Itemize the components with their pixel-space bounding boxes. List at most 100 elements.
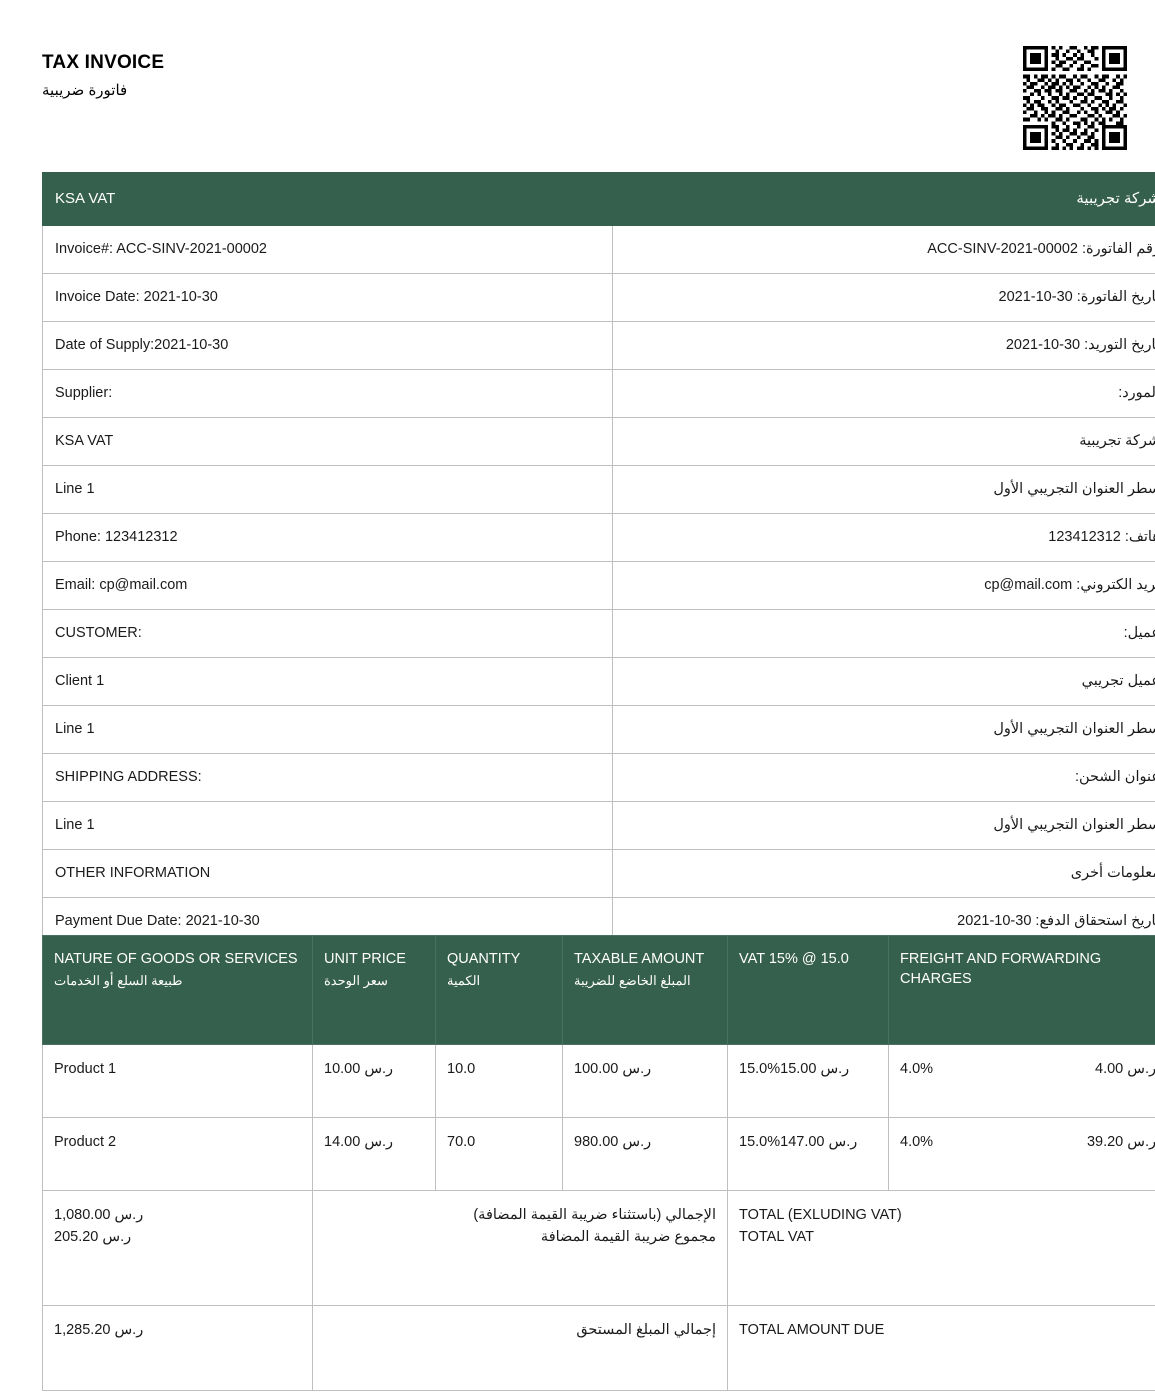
item-freight-amount: ر.س 4.00 [1095, 1061, 1155, 1077]
info-row-ar: سطر العنوان التجريبي الأول [612, 464, 1155, 514]
info-row-en: Phone: 123412312 [42, 512, 613, 562]
summary-amount-excl-vat: ر.س 1,080.00 [54, 1207, 144, 1223]
column-header-quantity-en: QUANTITY [447, 951, 521, 967]
item-quantity: 10.0 [435, 1044, 563, 1118]
item-vat: 15.0%ر.س 15.00 [727, 1044, 889, 1118]
column-header-taxable-amount-en: TAXABLE AMOUNT [574, 951, 705, 967]
info-row-en: Line 1 [42, 464, 613, 514]
table-row: Date of Supply:2021-10-30 تاريخ التوريد:… [42, 320, 1155, 370]
qr-code-icon [1023, 46, 1127, 150]
page-title: TAX INVOICE [42, 52, 165, 73]
column-header-nature: NATURE OF GOODS OR SERVICES طبيعة السلع … [42, 935, 313, 1045]
info-row-en: Date of Supply:2021-10-30 [42, 320, 613, 370]
page-title-arabic: فاتورة ضريبية [42, 81, 128, 99]
info-row-en: CUSTOMER: [42, 608, 613, 658]
summary-label-vat-en: TOTAL VAT [739, 1228, 814, 1245]
summary-row: ر.س 1,080.00 ر.س 205.20 الإجمالي (باستثن… [42, 1190, 1155, 1306]
info-header-row: KSA VAT شركة تجريبية [42, 172, 1155, 226]
column-header-freight: FREIGHT AND FORWARDING CHARGES [888, 935, 1155, 1045]
table-row: Invoice Date: 2021-10-30 تاريخ الفاتورة:… [42, 272, 1155, 322]
table-row: Line 1 سطر العنوان التجريبي الأول [42, 704, 1155, 754]
item-taxable-amount: ر.س 980.00 [562, 1117, 728, 1191]
summary-labels-en: TOTAL (EXLUDING VAT) TOTAL VAT [727, 1190, 1155, 1306]
item-freight-percent: 4.0% [900, 1134, 934, 1150]
info-row-ar: تاريخ التوريد: 30-10-2021 [612, 320, 1155, 370]
summary-labels-ar: الإجمالي (باستثناء ضريبة القيمة المضافة)… [312, 1190, 728, 1306]
table-row: KSA VAT شركة تجريبية [42, 416, 1155, 466]
info-row-ar: هاتف: 123412312 [612, 512, 1155, 562]
column-header-taxable-amount-ar: المبلغ الخاضع للضريبة [574, 972, 691, 988]
info-row-en: Email: cp@mail.com [42, 560, 613, 610]
info-header-ar: شركة تجريبية [612, 172, 1155, 226]
item-freight-percent: 4.0% [900, 1061, 934, 1077]
info-row-en: SHIPPING ADDRESS: [42, 752, 613, 802]
item-unit-price: ر.س 14.00 [312, 1117, 436, 1191]
amount-due-row: ر.س 1,285.20 إجمالي المبلغ المستحق TOTAL… [42, 1305, 1155, 1391]
info-row-ar: شركة تجريبية [612, 416, 1155, 466]
info-row-en: Invoice Date: 2021-10-30 [42, 272, 613, 322]
info-row-en: Supplier: [42, 368, 613, 418]
column-header-unit-price-ar: سعر الوحدة [324, 972, 388, 988]
info-row-ar: عميل: [612, 608, 1155, 658]
column-header-quantity-ar: الكمية [447, 972, 481, 988]
amount-due-label-en: TOTAL AMOUNT DUE [727, 1305, 1155, 1391]
column-header-vat: VAT 15% @ 15.0 [727, 935, 889, 1045]
document-header: TAX INVOICE فاتورة ضريبية [42, 52, 742, 100]
column-header-freight-en: FREIGHT AND FORWARDING CHARGES [900, 951, 1102, 987]
table-row: Phone: 123412312 هاتف: 123412312 [42, 512, 1155, 562]
amount-due-left: ر.س 1,285.20 [42, 1305, 313, 1391]
summary-amounts-left: ر.س 1,080.00 ر.س 205.20 [42, 1190, 313, 1306]
table-row: Invoice#: ACC-SINV-2021-00002 رقم الفاتو… [42, 224, 1155, 274]
summary-amount-vat: ر.س 205.20 [54, 1228, 132, 1245]
summary-label-vat-ar: مجموع ضريبة القيمة المضافة [540, 1228, 716, 1245]
column-header-nature-ar: طبيعة السلع أو الخدمات [54, 972, 183, 988]
items-header-row: NATURE OF GOODS OR SERVICES طبيعة السلع … [42, 935, 1155, 1045]
column-header-taxable-amount: TAXABLE AMOUNT المبلغ الخاضع للضريبة [562, 935, 728, 1045]
table-row: Supplier: المورد: [42, 368, 1155, 418]
line-items-table: NATURE OF GOODS OR SERVICES طبيعة السلع … [42, 935, 1155, 1391]
item-name: Product 2 [42, 1117, 313, 1191]
info-row-ar: عميل تجريبي [612, 656, 1155, 706]
item-unit-price: ر.س 10.00 [312, 1044, 436, 1118]
column-header-unit-price: UNIT PRICE سعر الوحدة [312, 935, 436, 1045]
amount-due-label-ar: إجمالي المبلغ المستحق [312, 1305, 728, 1391]
item-taxable-amount: ر.س 100.00 [562, 1044, 728, 1118]
item-quantity: 70.0 [435, 1117, 563, 1191]
item-vat: 15.0%ر.س 147.00 [727, 1117, 889, 1191]
table-row: Line 1 سطر العنوان التجريبي الأول [42, 800, 1155, 850]
info-row-en: Line 1 [42, 800, 613, 850]
info-row-ar: بريد الكتروني: cp@mail.com [612, 560, 1155, 610]
table-row: Product 2 ر.س 14.00 70.0 ر.س 980.00 15.0… [42, 1117, 1155, 1191]
info-row-ar: سطر العنوان التجريبي الأول [612, 800, 1155, 850]
item-freight-amount: ر.س 39.20 [1086, 1134, 1155, 1150]
info-row-ar: عنوان الشحن: [612, 752, 1155, 802]
item-name: Product 1 [42, 1044, 313, 1118]
column-header-unit-price-en: UNIT PRICE [324, 951, 406, 967]
table-row: SHIPPING ADDRESS: عنوان الشحن: [42, 752, 1155, 802]
info-row-en: Line 1 [42, 704, 613, 754]
table-row: Email: cp@mail.com بريد الكتروني: cp@mai… [42, 560, 1155, 610]
table-row: CUSTOMER: عميل: [42, 608, 1155, 658]
column-header-quantity: QUANTITY الكمية [435, 935, 563, 1045]
info-row-ar: سطر العنوان التجريبي الأول [612, 704, 1155, 754]
info-row-ar: رقم الفاتورة: ACC-SINV-2021-00002 [612, 224, 1155, 274]
info-row-ar: معلومات أخرى [612, 848, 1155, 898]
info-row-ar: المورد: [612, 368, 1155, 418]
item-freight: 4.0% ر.س 4.00 [888, 1044, 1155, 1118]
table-row: OTHER INFORMATION معلومات أخرى [42, 848, 1155, 898]
info-row-ar: تاريخ الفاتورة: 30-10-2021 [612, 272, 1155, 322]
summary-label-excl-vat-en: TOTAL (EXLUDING VAT) [739, 1207, 902, 1223]
info-row-en: KSA VAT [42, 416, 613, 466]
summary-label-excl-vat-ar: الإجمالي (باستثناء ضريبة القيمة المضافة) [473, 1207, 716, 1223]
info-header-en: KSA VAT [42, 172, 613, 226]
table-row: Product 1 ر.س 10.00 10.0 ر.س 100.00 15.0… [42, 1044, 1155, 1118]
info-row-en: Client 1 [42, 656, 613, 706]
info-row-en: Invoice#: ACC-SINV-2021-00002 [42, 224, 613, 274]
column-header-vat-en: VAT 15% @ 15.0 [739, 951, 849, 967]
table-row: Line 1 سطر العنوان التجريبي الأول [42, 464, 1155, 514]
column-header-nature-en: NATURE OF GOODS OR SERVICES [54, 951, 298, 967]
info-row-en: OTHER INFORMATION [42, 848, 613, 898]
invoice-info-table: KSA VAT شركة تجريبية Invoice#: ACC-SINV-… [42, 172, 1155, 946]
item-freight: 4.0% ر.س 39.20 [888, 1117, 1155, 1191]
